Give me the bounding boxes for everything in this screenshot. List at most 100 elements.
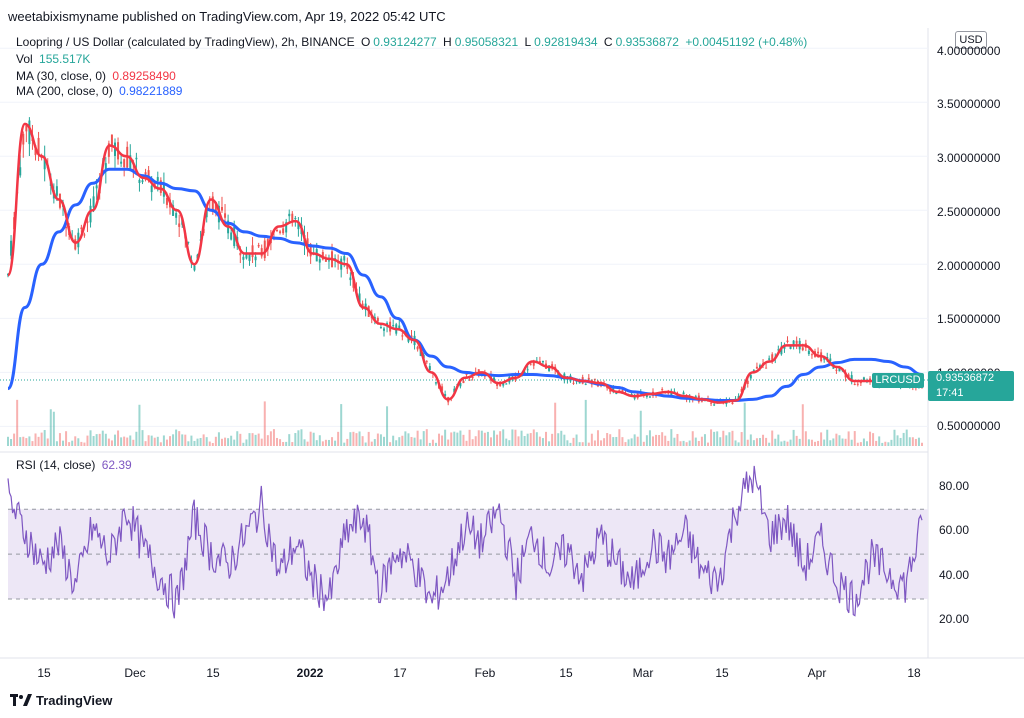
ma30-line	[6, 122, 923, 404]
volume-bar	[817, 440, 820, 446]
volume-bar	[150, 435, 153, 446]
candle-body	[239, 252, 242, 256]
volume-bar	[144, 441, 147, 446]
time-tick: 15	[206, 666, 220, 680]
volume-bar	[419, 439, 422, 446]
rsi-label: RSI (14, close)	[16, 458, 96, 472]
chart-area[interactable]: Loopring / US Dollar (calculated by Trad…	[0, 28, 1024, 690]
time-tick: 15	[715, 666, 729, 680]
candle-body	[850, 375, 853, 383]
tradingview-logo[interactable]: TradingView	[10, 693, 112, 708]
high-value: 0.95058321	[454, 35, 519, 49]
volume-bar	[401, 435, 404, 446]
volume-bar	[101, 430, 104, 446]
volume-bar	[321, 441, 324, 446]
volume-bar	[248, 433, 251, 446]
candle-body	[710, 402, 713, 404]
volume-bar	[688, 440, 691, 446]
volume-bar	[251, 433, 254, 446]
candle-body	[138, 179, 141, 183]
candle-body	[104, 163, 107, 172]
ma30-label: MA (30, close, 0)	[16, 69, 107, 83]
candle-body	[777, 349, 780, 351]
last-price-tag: 0.93536872 17:41	[928, 371, 1014, 401]
price-tick: 1.50000000	[937, 312, 1001, 326]
volume-bar	[120, 437, 123, 446]
volume-bar	[535, 432, 538, 446]
candle-body	[43, 156, 46, 170]
volume-bar	[190, 435, 193, 446]
volume-bar	[123, 436, 126, 446]
candle-body	[254, 256, 257, 261]
volume-bar	[416, 430, 419, 446]
ticker-tag: LRCUSD	[872, 373, 924, 388]
volume-bar	[847, 431, 850, 446]
price-tick: 3.00000000	[937, 151, 1001, 165]
candle-body	[578, 381, 581, 384]
volume-bar	[774, 438, 777, 446]
volume-bar	[618, 429, 621, 446]
volume-label: Vol	[16, 52, 33, 66]
volume-bar	[367, 431, 370, 446]
volume-bar	[801, 404, 804, 446]
volume-bar	[844, 438, 847, 446]
volume-bar	[474, 436, 477, 446]
candle-body	[505, 383, 508, 385]
candle-body	[771, 354, 774, 362]
volume-bar	[719, 437, 722, 446]
volume-bar	[352, 431, 355, 446]
volume-bar	[398, 437, 401, 446]
volume-bar	[434, 442, 437, 446]
candle-body	[260, 248, 263, 257]
candle-body	[459, 382, 462, 387]
volume-bar	[279, 439, 282, 446]
volume-bar	[685, 442, 688, 446]
volume-bar	[193, 440, 196, 446]
volume-bar	[355, 433, 358, 446]
volume-bar	[609, 434, 612, 446]
volume-bar	[162, 435, 165, 446]
volume-bar	[49, 409, 52, 446]
volume-bar	[648, 430, 651, 446]
candle-body	[40, 157, 43, 159]
candle-body	[349, 277, 352, 281]
candle-body	[358, 293, 361, 304]
volume-bar	[520, 430, 523, 446]
volume-bar	[489, 437, 492, 446]
volume-bar	[324, 439, 327, 446]
candle-body	[835, 369, 838, 371]
candle-body	[288, 213, 291, 217]
volume-bar	[358, 431, 361, 446]
candle-body	[86, 221, 89, 223]
volume-bar	[382, 436, 385, 446]
volume-bar	[771, 430, 774, 446]
volume-bar	[242, 442, 245, 446]
volume-bar	[740, 432, 743, 446]
ma200-legend: MA (200, close, 0) 0.98221889	[16, 84, 185, 98]
candle-body	[376, 317, 379, 322]
candle-body	[175, 213, 178, 218]
volume-bar	[658, 435, 661, 446]
rsi-value: 62.39	[101, 458, 132, 472]
volume-bar	[68, 442, 71, 446]
volume-bar	[315, 440, 318, 446]
candle-body	[529, 363, 532, 365]
time-tick: Mar	[632, 666, 654, 680]
volume-bar	[890, 439, 893, 446]
candle-body	[107, 143, 110, 157]
currency-button[interactable]: USD	[955, 31, 987, 49]
volume-bar	[502, 429, 505, 446]
ma200-label: MA (200, close, 0)	[16, 84, 113, 98]
chart-canvas[interactable]	[0, 28, 1024, 690]
volume-bar	[447, 439, 450, 446]
volume-bar	[728, 432, 731, 446]
candle-body	[468, 379, 471, 381]
volume-bar	[456, 432, 459, 446]
volume-bar	[340, 404, 343, 446]
candle-body	[541, 360, 544, 363]
volume-bar	[765, 437, 768, 446]
volume-bar	[914, 438, 917, 446]
volume-bar	[560, 430, 563, 446]
volume-bar	[309, 431, 312, 446]
volume-bar	[804, 431, 807, 446]
